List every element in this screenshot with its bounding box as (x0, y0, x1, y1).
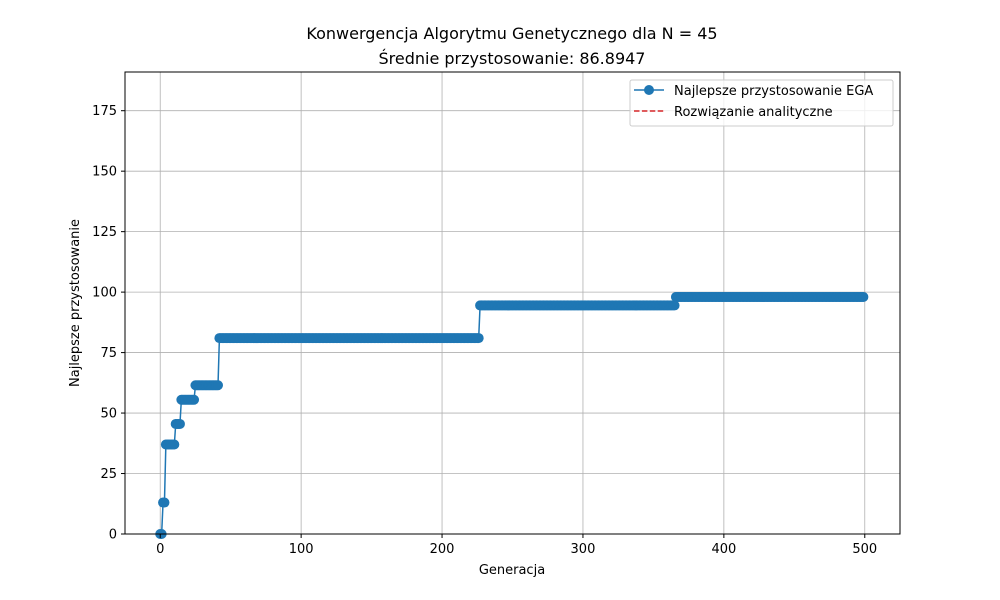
y-tick-label: 150 (92, 165, 117, 180)
x-tick-label: 200 (430, 542, 455, 557)
ega-point (174, 418, 185, 429)
plot-frame (124, 71, 901, 535)
x-tick-label: 100 (289, 542, 314, 557)
x-tick-label: 0 (156, 542, 164, 557)
y-tick-label: 25 (100, 467, 117, 482)
y-tick-label: 50 (100, 407, 117, 422)
plot-area (155, 291, 869, 539)
ega-series-line (160, 296, 864, 535)
y-tick-label: 100 (92, 286, 117, 301)
chart-title: Konwergencja Algorytmu Genetycznego dla … (306, 24, 717, 43)
y-tick-label: 125 (92, 225, 117, 240)
legend-marker-ega (644, 85, 654, 95)
y-tick-label: 75 (100, 346, 117, 361)
ega-point (169, 439, 180, 450)
ega-point (159, 497, 170, 508)
legend-box (629, 79, 894, 127)
x-axis-label: Generacja (479, 563, 545, 578)
ega-point (213, 380, 223, 391)
y-tick-label: 175 (92, 104, 117, 119)
ega-point (473, 333, 484, 344)
legend-label-ega: Najlepsze przystosowanie EGA (674, 84, 873, 99)
ega-point (858, 291, 869, 302)
ega-point (189, 394, 200, 405)
chart-subtitle: Średnie przystosowanie: 86.8947 (379, 49, 646, 68)
axis-ticks: 0 100 200 300 400 500 0 25 50 75 100 125 150 175 (92, 104, 877, 557)
legend: Najlepsze przystosowanie EGA Rozwiązanie… (629, 79, 894, 127)
legend-label-analytic: Rozwiązanie analityczne (674, 105, 833, 120)
x-tick-label: 400 (711, 542, 736, 557)
ega-point (669, 300, 680, 311)
y-axis-label: Najlepsze przystosowanie (68, 219, 83, 387)
x-tick-label: 500 (852, 542, 877, 557)
x-tick-label: 300 (571, 542, 596, 557)
y-tick-label: 0 (109, 528, 117, 543)
